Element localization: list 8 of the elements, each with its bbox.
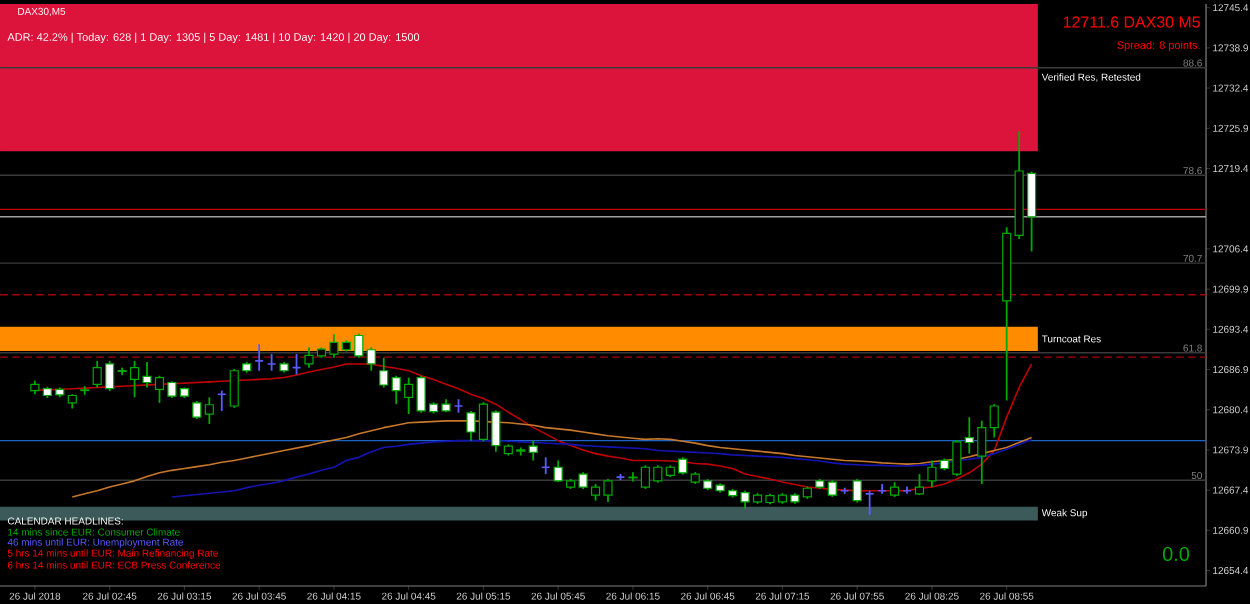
candlestick [914,473,925,496]
candlestick [852,478,862,504]
text: 0.0 [1162,546,1190,562]
candlestick [528,439,538,462]
candlestick [989,403,999,439]
candlestick [379,356,389,389]
candlestick [204,396,214,425]
candlestick [366,346,376,372]
